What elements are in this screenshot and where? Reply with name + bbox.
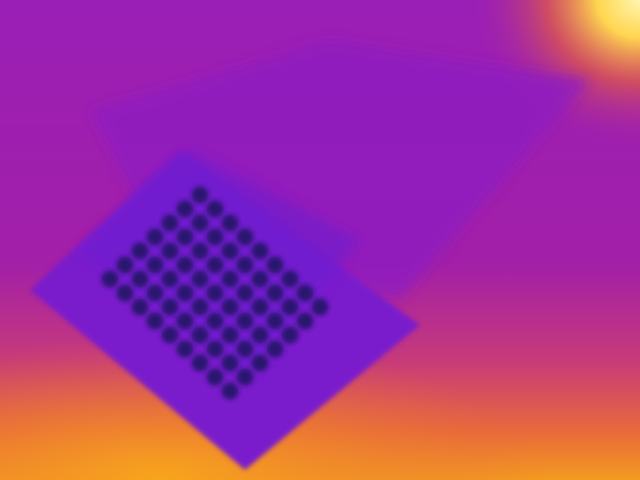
- dot: [221, 298, 239, 316]
- dot: [191, 354, 209, 372]
- dot: [176, 312, 194, 330]
- dot: [176, 200, 194, 218]
- dot: [281, 326, 299, 344]
- dot: [251, 270, 269, 288]
- dot: [281, 298, 299, 316]
- dot: [146, 228, 164, 246]
- dot: [131, 242, 149, 260]
- dot: [296, 284, 314, 302]
- dot: [191, 186, 209, 204]
- dot: [146, 256, 164, 274]
- dot: [221, 242, 239, 260]
- dot: [191, 214, 209, 232]
- dot: [266, 284, 284, 302]
- dot: [221, 354, 239, 372]
- dot: [176, 228, 194, 246]
- checkerboard-dots: [101, 186, 329, 400]
- dot: [206, 312, 224, 330]
- dot: [161, 270, 179, 288]
- dot: [296, 312, 314, 330]
- dot: [251, 242, 269, 260]
- dot: [281, 270, 299, 288]
- dot: [101, 270, 119, 288]
- dot: [251, 326, 269, 344]
- dot: [146, 312, 164, 330]
- dot: [236, 368, 254, 386]
- dot: [191, 326, 209, 344]
- dot: [191, 242, 209, 260]
- dot: [251, 298, 269, 316]
- dot: [146, 284, 164, 302]
- dot: [161, 298, 179, 316]
- dot: [191, 298, 209, 316]
- dot: [266, 256, 284, 274]
- dot: [176, 340, 194, 358]
- dot: [191, 270, 209, 288]
- dot: [221, 382, 239, 400]
- dot: [176, 256, 194, 274]
- dot: [131, 298, 149, 316]
- dot: [266, 340, 284, 358]
- dot: [116, 256, 134, 274]
- dot: [176, 284, 194, 302]
- dot: [236, 340, 254, 358]
- dot: [236, 256, 254, 274]
- dot: [311, 298, 329, 316]
- dot: [206, 228, 224, 246]
- dot: [116, 284, 134, 302]
- dot: [206, 284, 224, 302]
- dot: [161, 242, 179, 260]
- dot: [221, 326, 239, 344]
- dot: [161, 214, 179, 232]
- dot: [236, 284, 254, 302]
- dot: [266, 312, 284, 330]
- dot: [221, 214, 239, 232]
- dot: [251, 354, 269, 372]
- dot: [236, 312, 254, 330]
- dot: [206, 200, 224, 218]
- dot: [131, 270, 149, 288]
- dot: [206, 368, 224, 386]
- dot: [221, 270, 239, 288]
- dot: [236, 228, 254, 246]
- dot: [161, 326, 179, 344]
- dot: [206, 340, 224, 358]
- dot: [206, 256, 224, 274]
